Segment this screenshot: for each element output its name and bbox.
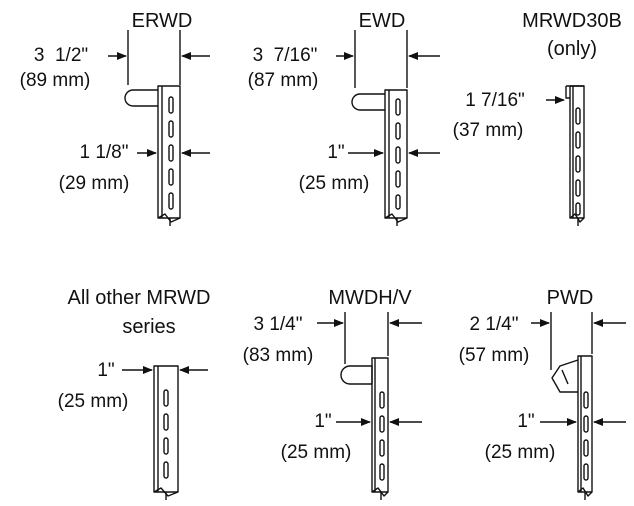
ewd-rail — [351, 89, 408, 226]
panel-erwd — [108, 30, 210, 226]
pwd-width-inch: 2 1/4" — [469, 314, 518, 335]
mrwd30b-width-inch: 1 7/16" — [465, 90, 525, 111]
panel-mwdhv — [317, 312, 422, 500]
other-mrwd-subtitle: series — [122, 316, 175, 338]
mrwd30b-title: MRWD30B — [522, 10, 622, 32]
other-mrwd-gap-inch: 1" — [97, 360, 114, 381]
other-mrwd-rail — [153, 365, 179, 500]
pwd-title: PWD — [547, 287, 594, 309]
ewd-width-mm: (87 mm) — [248, 70, 319, 91]
other-mrwd-gap-mm: (25 mm) — [58, 391, 129, 412]
erwd-width-inch: 3 1/2" — [34, 45, 88, 66]
pwd-dimension-lines — [531, 312, 626, 426]
mwdhv-rail — [340, 357, 389, 500]
ewd-dimension-lines — [336, 30, 440, 157]
panel-ewd — [336, 30, 440, 226]
mwdhv-gap-mm: (25 mm) — [281, 442, 352, 463]
pwd-width-mm: (57 mm) — [459, 345, 530, 366]
erwd-title: ERWD — [132, 10, 193, 32]
ewd-title: EWD — [359, 10, 406, 32]
mwdhv-dimension-lines — [317, 312, 422, 426]
pwd-gap-inch: 1" — [517, 411, 534, 432]
pwd-gap-mm: (25 mm) — [485, 442, 556, 463]
erwd-gap-mm: (29 mm) — [59, 173, 130, 194]
mwdhv-width-inch: 3 1/4" — [253, 314, 302, 335]
mwdhv-gap-inch: 1" — [314, 411, 331, 432]
erwd-dimension-lines — [108, 30, 210, 157]
ewd-gap-mm: (25 mm) — [299, 173, 370, 194]
mrwd30b-subtitle: (only) — [547, 38, 597, 60]
panel-other-mrwd — [122, 365, 208, 500]
mrwd30b-rail — [565, 85, 585, 226]
panel-pwd — [531, 312, 626, 500]
erwd-width-mm: (89 mm) — [20, 70, 91, 91]
pwd-rail — [551, 355, 593, 500]
other-mrwd-title: All other MRWD — [68, 287, 211, 309]
erwd-gap-inch: 1 1/8" — [79, 142, 128, 163]
erwd-rail — [124, 85, 181, 226]
ewd-gap-inch: 1" — [327, 142, 344, 163]
mrwd30b-width-mm: (37 mm) — [453, 120, 524, 141]
mwdhv-width-mm: (83 mm) — [243, 345, 314, 366]
ewd-width-inch: 3 7/16" — [253, 45, 318, 66]
panel-mrwd30b — [546, 85, 585, 226]
mwdhv-title: MWDH/V — [328, 287, 412, 309]
